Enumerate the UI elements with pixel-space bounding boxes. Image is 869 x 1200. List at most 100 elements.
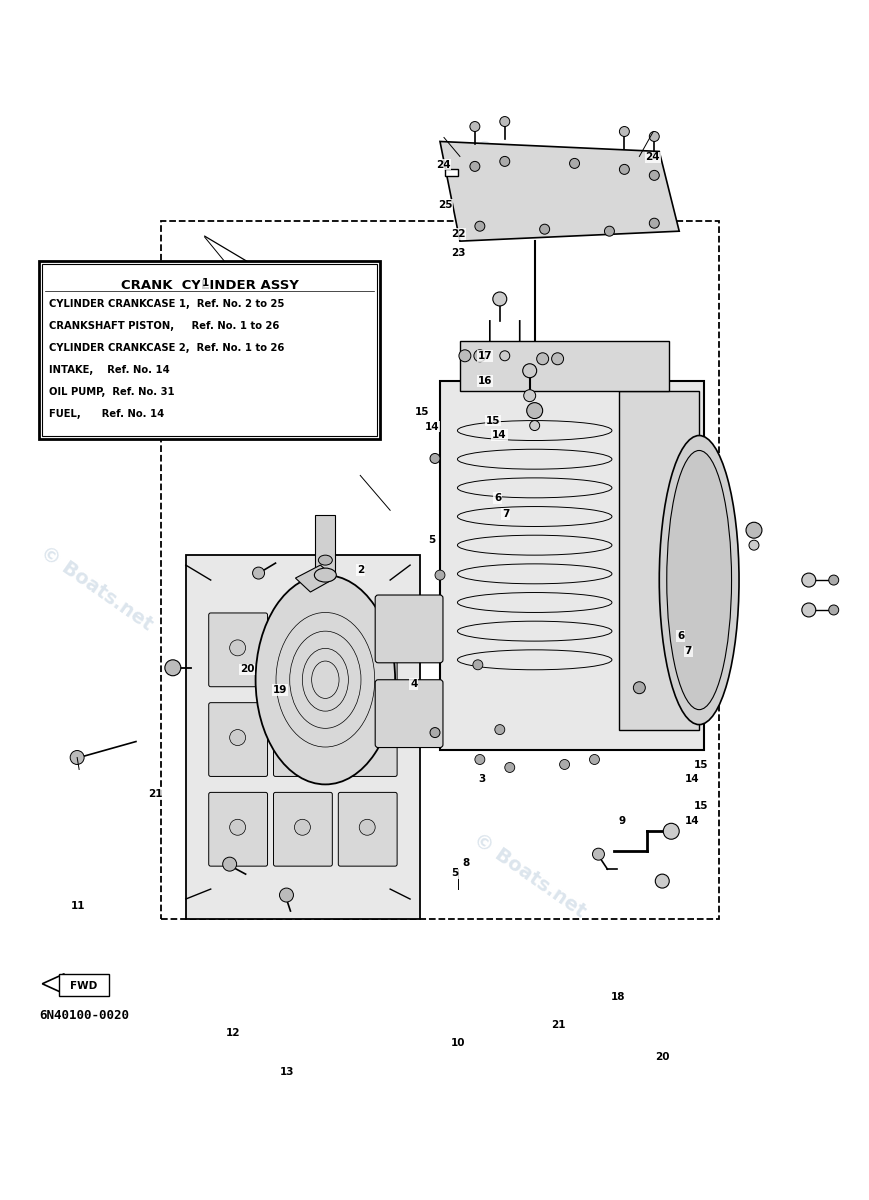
FancyBboxPatch shape bbox=[375, 595, 443, 662]
Text: FUEL,      Ref. No. 14: FUEL, Ref. No. 14 bbox=[50, 409, 164, 419]
Circle shape bbox=[473, 660, 483, 670]
Ellipse shape bbox=[315, 568, 336, 582]
FancyBboxPatch shape bbox=[43, 264, 377, 436]
Circle shape bbox=[229, 820, 246, 835]
Text: 14: 14 bbox=[685, 774, 699, 785]
Polygon shape bbox=[440, 142, 680, 241]
FancyBboxPatch shape bbox=[338, 613, 397, 686]
Ellipse shape bbox=[318, 556, 332, 565]
Circle shape bbox=[649, 132, 660, 142]
Circle shape bbox=[493, 292, 507, 306]
Text: 5: 5 bbox=[452, 868, 459, 877]
Bar bbox=[315, 515, 335, 575]
Circle shape bbox=[295, 820, 310, 835]
Text: 15: 15 bbox=[694, 800, 708, 811]
Circle shape bbox=[552, 353, 564, 365]
Circle shape bbox=[435, 570, 445, 580]
Text: 4: 4 bbox=[410, 679, 417, 689]
Text: 14: 14 bbox=[492, 430, 507, 440]
Circle shape bbox=[634, 682, 646, 694]
FancyBboxPatch shape bbox=[274, 703, 332, 776]
Circle shape bbox=[655, 874, 669, 888]
FancyArrow shape bbox=[43, 974, 94, 994]
Circle shape bbox=[829, 575, 839, 586]
Circle shape bbox=[459, 350, 471, 361]
Text: 6: 6 bbox=[677, 631, 684, 641]
FancyBboxPatch shape bbox=[59, 974, 109, 996]
Circle shape bbox=[222, 857, 236, 871]
Text: 5: 5 bbox=[428, 535, 435, 545]
Text: 17: 17 bbox=[477, 350, 492, 361]
Circle shape bbox=[649, 218, 660, 228]
Text: 15: 15 bbox=[415, 407, 429, 418]
Circle shape bbox=[749, 540, 759, 550]
Text: 24: 24 bbox=[646, 152, 660, 162]
Text: 15: 15 bbox=[694, 760, 708, 770]
Circle shape bbox=[229, 640, 246, 656]
Circle shape bbox=[620, 126, 629, 137]
FancyBboxPatch shape bbox=[375, 679, 443, 748]
Circle shape bbox=[527, 403, 542, 419]
FancyBboxPatch shape bbox=[460, 341, 669, 391]
Text: 15: 15 bbox=[486, 415, 501, 426]
Circle shape bbox=[229, 730, 246, 745]
Circle shape bbox=[430, 727, 440, 738]
Circle shape bbox=[620, 164, 629, 174]
Text: CYLINDER CRANKCASE 1,  Ref. No. 2 to 25: CYLINDER CRANKCASE 1, Ref. No. 2 to 25 bbox=[50, 299, 285, 308]
Text: 3: 3 bbox=[479, 774, 486, 785]
Text: 20: 20 bbox=[240, 665, 255, 674]
Text: 14: 14 bbox=[685, 816, 699, 827]
Text: 2: 2 bbox=[357, 565, 364, 575]
Circle shape bbox=[165, 660, 181, 676]
Circle shape bbox=[470, 162, 480, 172]
Circle shape bbox=[494, 725, 505, 734]
Text: 7: 7 bbox=[501, 509, 509, 518]
Circle shape bbox=[295, 730, 310, 745]
Circle shape bbox=[70, 750, 84, 764]
FancyBboxPatch shape bbox=[274, 792, 332, 866]
Text: CYLINDER CRANKCASE 2,  Ref. No. 1 to 26: CYLINDER CRANKCASE 2, Ref. No. 1 to 26 bbox=[50, 343, 285, 353]
Text: © Boats.net: © Boats.net bbox=[470, 829, 589, 920]
FancyBboxPatch shape bbox=[338, 703, 397, 776]
FancyBboxPatch shape bbox=[39, 262, 380, 438]
Circle shape bbox=[474, 755, 485, 764]
Circle shape bbox=[500, 156, 510, 167]
Circle shape bbox=[505, 762, 514, 773]
Circle shape bbox=[829, 605, 839, 614]
Text: 22: 22 bbox=[451, 229, 465, 239]
Ellipse shape bbox=[660, 436, 739, 725]
Circle shape bbox=[560, 760, 569, 769]
Text: 9: 9 bbox=[618, 816, 625, 827]
Circle shape bbox=[430, 454, 440, 463]
Circle shape bbox=[253, 568, 264, 580]
Circle shape bbox=[530, 420, 540, 431]
Circle shape bbox=[474, 221, 485, 232]
Circle shape bbox=[593, 848, 605, 860]
Text: © Boats.net: © Boats.net bbox=[36, 542, 156, 634]
Circle shape bbox=[470, 121, 480, 132]
Circle shape bbox=[359, 820, 375, 835]
Circle shape bbox=[540, 224, 549, 234]
Text: 8: 8 bbox=[462, 858, 469, 868]
FancyBboxPatch shape bbox=[274, 613, 332, 686]
Text: CRANK  CYLINDER ASSY: CRANK CYLINDER ASSY bbox=[121, 280, 299, 292]
Text: 19: 19 bbox=[273, 685, 288, 695]
Polygon shape bbox=[295, 565, 335, 592]
Text: CRANKSHAFT PISTON,     Ref. No. 1 to 26: CRANKSHAFT PISTON, Ref. No. 1 to 26 bbox=[50, 320, 280, 331]
Text: 21: 21 bbox=[149, 788, 163, 799]
Text: 24: 24 bbox=[436, 160, 450, 169]
Text: INTAKE,    Ref. No. 14: INTAKE, Ref. No. 14 bbox=[50, 365, 170, 374]
Text: 6N40100-0020: 6N40100-0020 bbox=[39, 1009, 129, 1021]
Text: 25: 25 bbox=[438, 200, 452, 210]
Polygon shape bbox=[445, 169, 458, 176]
Circle shape bbox=[359, 730, 375, 745]
Text: FWD: FWD bbox=[70, 980, 97, 991]
Text: 10: 10 bbox=[451, 1038, 465, 1048]
Circle shape bbox=[295, 640, 310, 656]
Circle shape bbox=[474, 350, 486, 361]
Text: 20: 20 bbox=[655, 1052, 670, 1062]
Text: 18: 18 bbox=[611, 992, 626, 1002]
Circle shape bbox=[802, 602, 816, 617]
Text: 23: 23 bbox=[451, 248, 465, 258]
Circle shape bbox=[523, 364, 537, 378]
